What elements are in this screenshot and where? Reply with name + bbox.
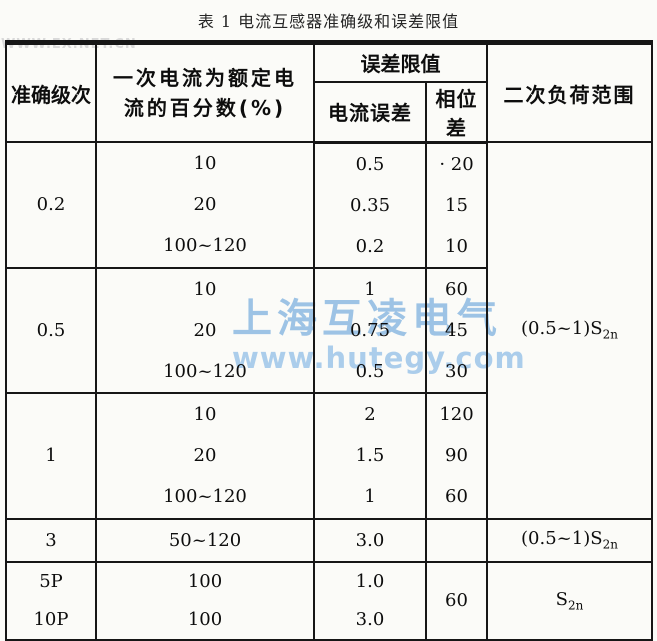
- secondary-load-merged-cell: (0.5~1)S2n: [486, 141, 653, 520]
- secondary-load-subscript: 2n: [567, 598, 584, 613]
- secondary-load-subscript: 2n: [602, 328, 618, 343]
- phase-value: 60: [445, 278, 468, 300]
- header-primary-line1: 一次电流为额定电: [113, 66, 297, 90]
- phase-value: 120: [439, 404, 474, 425]
- accuracy-class-value: 10P: [33, 608, 69, 630]
- table-title: 表 1 电流互感器准确级和误差限值: [197, 12, 460, 31]
- pct-cell: 10 20 100~120: [95, 391, 315, 520]
- header-error-limits: 误差限值: [313, 41, 488, 83]
- ct-accuracy-error-table: 准确级次 一次电流为额定电 流的百分数(%) 误差限值 二次负荷范围 电流误差 …: [5, 40, 653, 641]
- header-current-error: 电流误差: [313, 80, 427, 144]
- pct-value: 10: [193, 404, 217, 425]
- phase-value: 60: [445, 486, 468, 507]
- table-row-class-5p-10p: 5P 10P 100 100 1.0 3.0 60 S2n: [5, 560, 653, 641]
- current-error-value: 1.0: [355, 570, 385, 592]
- phase-value: 15: [445, 194, 468, 216]
- current-error-value: 0.5: [355, 153, 385, 175]
- pct-cell: 100 100: [95, 560, 315, 641]
- table-row-class-1: 1 10 20 100~120 2 1.5 1 120 90 60: [5, 391, 652, 520]
- pct-value: 100~120: [163, 360, 247, 382]
- phase-value: 90: [445, 445, 468, 466]
- current-error-value: 0.5: [355, 360, 385, 382]
- phase-cell: 120 90 60: [425, 391, 488, 520]
- header-secondary-load-range: 二次负荷范围: [486, 41, 653, 143]
- pct-value: 20: [193, 319, 217, 341]
- header-primary-line2: 流的百分数(%): [123, 96, 287, 120]
- pct-value: 100: [187, 608, 223, 630]
- pct-value: 10: [193, 278, 217, 300]
- pct-value: 100: [187, 570, 223, 592]
- current-error-value: 1: [364, 486, 376, 507]
- secondary-load-value: S: [555, 588, 568, 610]
- accuracy-class-value: 5P: [39, 570, 63, 592]
- phase-cell: 60: [425, 560, 488, 641]
- secondary-load-value: (0.5~1)S: [521, 528, 603, 550]
- pct-value: 10: [193, 153, 217, 175]
- current-error-value: 3.0: [355, 608, 385, 630]
- phase-cell: [425, 517, 488, 563]
- current-error-value: 2: [364, 404, 376, 425]
- secondary-load-value: (0.5~1)S: [521, 318, 603, 340]
- header-accuracy-class: 准确级次: [5, 41, 97, 143]
- current-error-cell: 0.5 0.35 0.2: [313, 141, 427, 269]
- current-error-cell: 2 1.5 1: [313, 391, 427, 520]
- pct-value: 100~120: [163, 486, 247, 507]
- accuracy-class-cell: 0.5: [5, 266, 97, 394]
- secondary-load-cell: (0.5~1)S2n: [486, 517, 653, 563]
- table-row-class-0-2: 0.2 10 20 100~120 0.5 0.35 0.2 · 20 15 1…: [5, 141, 653, 520]
- accuracy-class-cell: 1: [5, 391, 97, 520]
- current-error-value: 0.35: [349, 194, 391, 216]
- accuracy-class-cell: 3: [5, 517, 97, 563]
- pct-value: 100~120: [163, 235, 247, 257]
- phase-value: 45: [445, 319, 468, 341]
- phase-cell: · 20 15 10: [425, 141, 488, 269]
- current-error-cell: 1.0 3.0: [313, 560, 427, 641]
- pct-value: 20: [193, 194, 217, 216]
- header-primary-current-pct: 一次电流为额定电 流的百分数(%): [95, 41, 315, 143]
- phase-value: 30: [445, 360, 468, 382]
- pct-cell: 10 20 100~120: [95, 141, 315, 269]
- table-row-class-0-5: 0.5 10 20 100~120 1 0.75 0.5 60 45 30: [5, 266, 652, 394]
- table-row-class-3: 3 50~120 3.0 (0.5~1)S2n: [5, 517, 653, 563]
- current-error-value: 0.2: [355, 235, 385, 257]
- current-error-value: 1: [364, 278, 376, 300]
- accuracy-class-cell: 0.2: [5, 141, 97, 269]
- current-error-value: 1.5: [355, 445, 385, 466]
- secondary-load-cell: S2n: [486, 560, 653, 641]
- phase-cell: 60 45 30: [425, 266, 488, 394]
- phase-value: 10: [445, 235, 468, 257]
- current-error-value: 0.75: [349, 319, 391, 341]
- current-error-cell: 1 0.75 0.5: [313, 266, 427, 394]
- phase-value: · 20: [439, 153, 474, 175]
- secondary-load-subscript: 2n: [602, 537, 618, 552]
- current-error-cell: 3.0: [313, 517, 427, 563]
- pct-cell: 50~120: [95, 517, 315, 563]
- accuracy-class-cell: 5P 10P: [5, 560, 97, 641]
- pct-value: 20: [193, 445, 217, 466]
- header-phase-difference: 相位差: [425, 80, 488, 144]
- pct-cell: 10 20 100~120: [95, 266, 315, 394]
